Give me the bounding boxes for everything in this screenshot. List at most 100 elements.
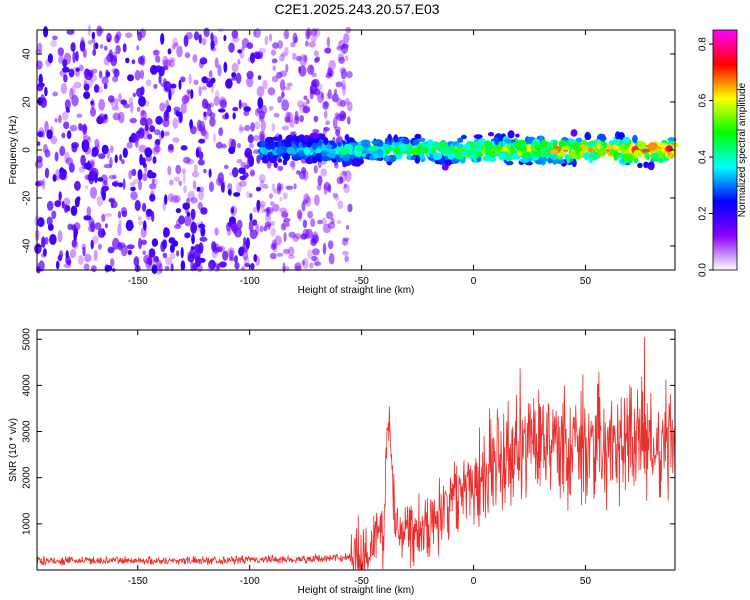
heatmap-cell: [416, 144, 423, 150]
heatmap-cell: [144, 162, 148, 174]
heatmap-cell: [270, 227, 276, 237]
heatmap-cell: [139, 153, 144, 166]
heatmap-cell: [224, 112, 229, 120]
heatmap-cell: [73, 231, 77, 242]
y-tick-label: 40: [22, 48, 33, 60]
heatmap-cell: [570, 129, 578, 137]
heatmap-cell: [369, 145, 379, 151]
heatmap-cell: [83, 91, 91, 100]
y-tick-label: -20: [22, 190, 33, 205]
heatmap-cell: [170, 263, 174, 272]
heatmap-cell: [281, 125, 289, 131]
heatmap-cell: [271, 75, 279, 83]
heatmap-cell: [91, 31, 96, 40]
heatmap-cell: [191, 217, 195, 224]
heatmap-cell: [209, 117, 216, 127]
heatmap-cell: [545, 153, 550, 159]
heatmap-cell: [226, 221, 233, 227]
x-tick-label: 0: [471, 576, 477, 587]
heatmap-cell: [335, 129, 341, 137]
heatmap-cell: [272, 42, 279, 49]
heatmap-cell: [134, 70, 141, 81]
heatmap-cell: [180, 102, 187, 114]
heatmap-cell: [183, 93, 190, 104]
heatmap-cell: [200, 125, 206, 136]
heatmap-cell: [307, 64, 315, 75]
heatmap-cell: [186, 158, 195, 165]
heatmap-cell: [344, 170, 352, 183]
heatmap-cell: [103, 83, 108, 90]
heatmap-cell: [203, 27, 210, 38]
heatmap-cell: [83, 72, 89, 79]
heatmap-cell: [339, 99, 347, 108]
heatmap-cell: [250, 122, 255, 132]
heatmap-cell: [130, 191, 138, 201]
heatmap-cell: [232, 106, 239, 112]
heatmap-cell: [384, 137, 389, 146]
heatmap-cell: [337, 53, 345, 61]
heatmap-cell: [181, 168, 186, 174]
heatmap-cell: [245, 237, 250, 250]
heatmap-cell: [257, 75, 262, 80]
heatmap-cell: [168, 57, 176, 62]
heatmap-cell: [240, 102, 248, 108]
heatmap-cell: [296, 209, 303, 220]
heatmap-cell: [210, 83, 215, 94]
heatmap-cell: [255, 186, 262, 192]
heatmap-cell: [134, 200, 141, 211]
heatmap-cell: [264, 35, 269, 46]
heatmap-cell: [131, 59, 136, 65]
heatmap-cell: [285, 222, 290, 227]
heatmap-cell: [182, 172, 186, 185]
heatmap-cell: [147, 169, 154, 179]
heatmap-cell: [217, 64, 222, 77]
heatmap-cell: [418, 137, 426, 142]
x-tick-label: 50: [580, 576, 592, 587]
heatmap-cell: [279, 79, 286, 92]
heatmap-cell: [114, 154, 118, 164]
heatmap-cell: [173, 42, 179, 47]
heatmap-cell: [338, 56, 345, 64]
heatmap-cell: [665, 145, 673, 152]
heatmap-cell: [190, 221, 198, 234]
heatmap-cell: [340, 148, 349, 156]
heatmap-cell: [51, 210, 57, 219]
x-tick-label: -50: [354, 276, 369, 287]
heatmap-cell: [104, 223, 108, 229]
heatmap-cell: [173, 176, 181, 182]
heatmap-cell: [568, 138, 576, 144]
heatmap-cell: [287, 254, 296, 260]
heatmap-cell: [262, 158, 269, 164]
colorbar-ticks: 0.0 0.2 0.4 0.6 0.8: [698, 37, 713, 277]
heatmap-cell: [198, 34, 202, 44]
heatmap-cell: [120, 207, 128, 215]
heatmap-cell: [308, 41, 316, 48]
heatmap-cell: [262, 79, 268, 90]
heatmap-cell: [331, 93, 339, 103]
heatmap-cell: [614, 139, 621, 145]
heatmap-cell: [345, 71, 353, 79]
heatmap-cell: [298, 150, 305, 158]
heatmap-cell: [334, 112, 340, 119]
heatmap-cell: [164, 131, 170, 137]
snr-frame: [36, 329, 676, 571]
heatmap-cell: [292, 136, 298, 142]
heatmap-cell: [128, 97, 134, 106]
heatmap-cell: [193, 31, 200, 41]
heatmap-cell: [215, 90, 220, 99]
heatmap-cell: [302, 107, 309, 114]
heatmap-cell: [167, 193, 174, 203]
heatmap-cell: [221, 143, 227, 149]
heatmap-cell: [60, 82, 67, 95]
heatmap-cell: [210, 32, 214, 42]
heatmap-cell: [175, 164, 182, 175]
heatmap-cell: [75, 67, 80, 72]
heatmap-cell: [482, 155, 492, 162]
heatmap-cell: [173, 195, 181, 203]
heatmap-cell: [256, 85, 265, 98]
heatmap-cell: [434, 141, 439, 148]
heatmap-cell: [498, 151, 507, 161]
heatmap-cell: [81, 243, 87, 251]
heatmap-cell: [142, 202, 147, 212]
y-tick-label: 20: [22, 96, 33, 108]
